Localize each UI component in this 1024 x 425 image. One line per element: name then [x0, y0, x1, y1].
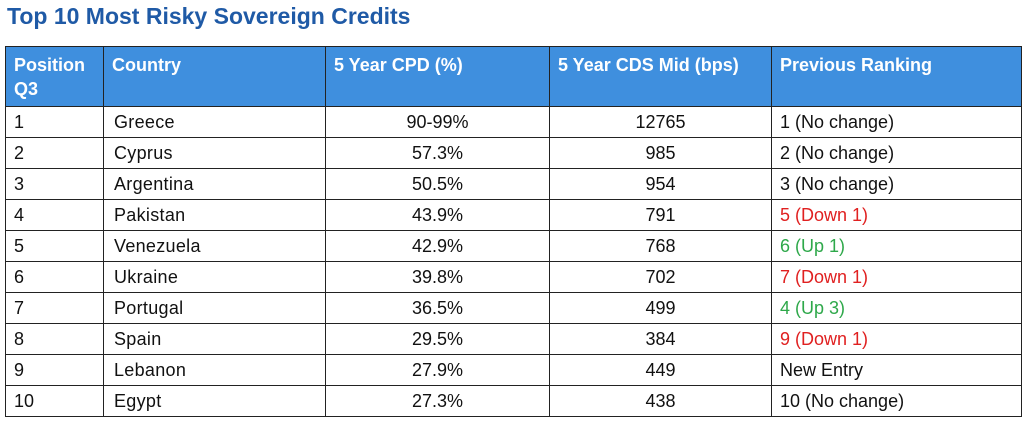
position-cell: 7	[5, 292, 104, 324]
cds-cell: 438	[549, 385, 772, 417]
cds-cell: 12765	[549, 106, 772, 138]
table-row: 8 Spain 29.5% 384 9 (Down 1)	[5, 323, 1022, 355]
country-cell: Argentina	[103, 168, 326, 200]
previous-ranking-cell: 10 (No change)	[771, 385, 1022, 417]
previous-ranking-cell: 5 (Down 1)	[771, 199, 1022, 231]
table-row: 10 Egypt 27.3% 438 10 (No change)	[5, 385, 1022, 417]
cds-cell: 985	[549, 137, 772, 169]
cpd-cell: 29.5%	[325, 323, 550, 355]
cds-cell: 449	[549, 354, 772, 386]
cds-cell: 954	[549, 168, 772, 200]
table-row: 6 Ukraine 39.8% 702 7 (Down 1)	[5, 261, 1022, 293]
position-cell: 4	[5, 199, 104, 231]
column-header-previous-ranking: Previous Ranking	[771, 46, 1022, 107]
column-header-cds: 5 Year CDS Mid (bps)	[549, 46, 772, 107]
table-row: 3 Argentina 50.5% 954 3 (No change)	[5, 168, 1022, 200]
table-row: 7 Portugal 36.5% 499 4 (Up 3)	[5, 292, 1022, 324]
position-cell: 6	[5, 261, 104, 293]
country-cell: Venezuela	[103, 230, 326, 262]
cds-cell: 499	[549, 292, 772, 324]
previous-ranking-cell: 1 (No change)	[771, 106, 1022, 138]
cpd-cell: 36.5%	[325, 292, 550, 324]
previous-ranking-cell: 9 (Down 1)	[771, 323, 1022, 355]
cpd-cell: 57.3%	[325, 137, 550, 169]
country-cell: Lebanon	[103, 354, 326, 386]
cpd-cell: 50.5%	[325, 168, 550, 200]
cds-cell: 768	[549, 230, 772, 262]
cds-cell: 791	[549, 199, 772, 231]
position-cell: 3	[5, 168, 104, 200]
previous-ranking-cell: 4 (Up 3)	[771, 292, 1022, 324]
country-cell: Cyprus	[103, 137, 326, 169]
table-row: 5 Venezuela 42.9% 768 6 (Up 1)	[5, 230, 1022, 262]
country-cell: Egypt	[103, 385, 326, 417]
position-cell: 1	[5, 106, 104, 138]
position-cell: 10	[5, 385, 104, 417]
country-cell: Ukraine	[103, 261, 326, 293]
cds-cell: 702	[549, 261, 772, 293]
cpd-cell: 43.9%	[325, 199, 550, 231]
previous-ranking-cell: 3 (No change)	[771, 168, 1022, 200]
position-cell: 9	[5, 354, 104, 386]
country-cell: Greece	[103, 106, 326, 138]
country-cell: Portugal	[103, 292, 326, 324]
cpd-cell: 39.8%	[325, 261, 550, 293]
cpd-cell: 27.9%	[325, 354, 550, 386]
country-cell: Pakistan	[103, 199, 326, 231]
table-header-row: Position Q3 Country 5 Year CPD (%) 5 Yea…	[5, 46, 1022, 107]
table-row: 2 Cyprus 57.3% 985 2 (No change)	[5, 137, 1022, 169]
table-body: 1 Greece 90-99% 12765 1 (No change) 2 Cyprus 57…	[5, 106, 1022, 417]
cpd-cell: 42.9%	[325, 230, 550, 262]
column-header-country: Country	[103, 46, 326, 107]
cds-cell: 384	[549, 323, 772, 355]
previous-ranking-cell: 6 (Up 1)	[771, 230, 1022, 262]
cpd-cell: 90-99%	[325, 106, 550, 138]
table-row: 1 Greece 90-99% 12765 1 (No change)	[5, 106, 1022, 138]
table-row: 4 Pakistan 43.9% 791 5 (Down 1)	[5, 199, 1022, 231]
column-header-position: Position Q3	[5, 46, 104, 107]
page-title: Top 10 Most Risky Sovereign Credits	[7, 3, 411, 29]
column-header-cpd: 5 Year CPD (%)	[325, 46, 550, 107]
cpd-cell: 27.3%	[325, 385, 550, 417]
previous-ranking-cell: New Entry	[771, 354, 1022, 386]
previous-ranking-cell: 7 (Down 1)	[771, 261, 1022, 293]
previous-ranking-cell: 2 (No change)	[771, 137, 1022, 169]
country-cell: Spain	[103, 323, 326, 355]
risky-credits-table: Position Q3 Country 5 Year CPD (%) 5 Yea…	[5, 46, 1022, 417]
position-cell: 2	[5, 137, 104, 169]
position-cell: 8	[5, 323, 104, 355]
table-row: 9 Lebanon 27.9% 449 New Entry	[5, 354, 1022, 386]
position-cell: 5	[5, 230, 104, 262]
